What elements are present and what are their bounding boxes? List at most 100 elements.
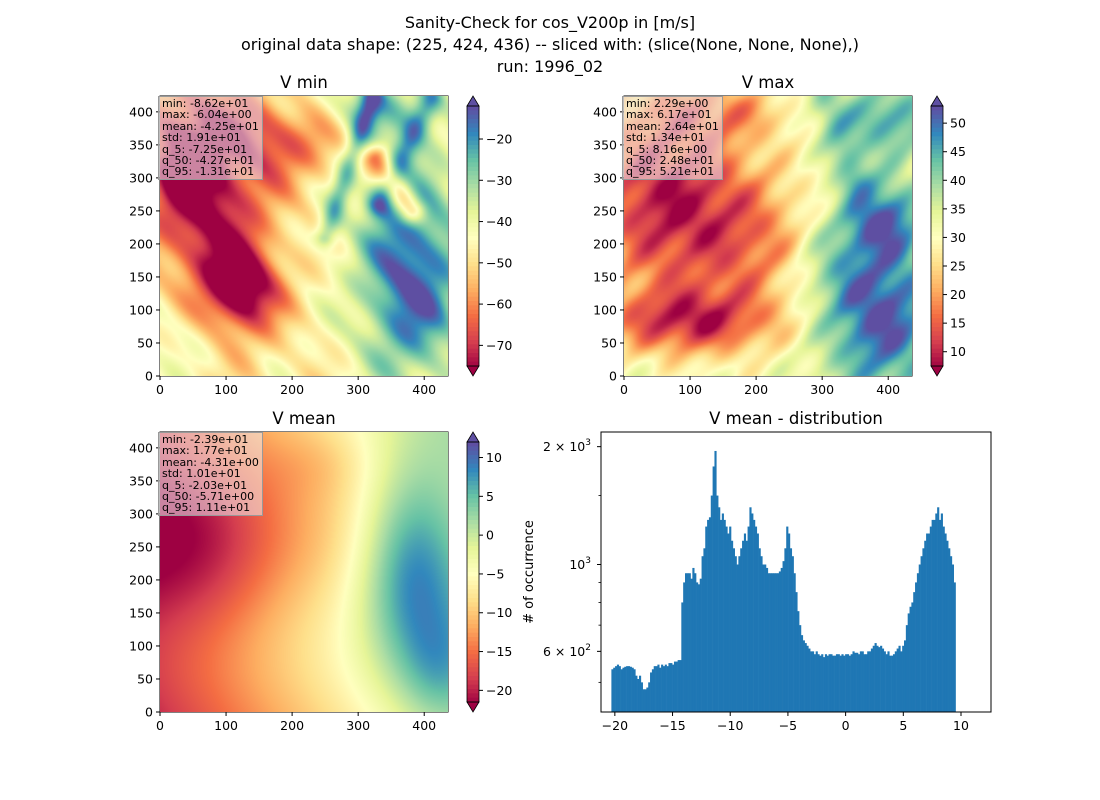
hist-bar — [865, 654, 868, 712]
colorbar-segment — [931, 305, 943, 311]
vmin-x-axis: 0 100 200 300 400 — [156, 376, 436, 397]
y-tick-label: 103 — [569, 556, 591, 572]
stat-min: min: 2.29e+00 — [626, 97, 709, 110]
x-tick-label: 0 — [156, 382, 164, 397]
hist-bar — [830, 654, 833, 712]
hist-bar — [900, 651, 903, 712]
hist-bar — [784, 548, 787, 712]
colorbar-segment — [467, 110, 479, 116]
colorbar-segment — [931, 266, 943, 272]
colorbar-segment — [467, 489, 479, 495]
colorbar-segment — [931, 223, 943, 228]
colorbar-tick-label: −60 — [486, 297, 512, 312]
colorbar-segment — [467, 153, 479, 159]
colorbar-segment — [931, 106, 943, 111]
colorbar-segment — [467, 279, 479, 285]
colorbar-segment — [931, 257, 943, 263]
hist-bar — [788, 533, 791, 712]
colorbar-segment — [467, 132, 479, 137]
colorbar-segment — [467, 628, 479, 634]
colorbar-segment — [467, 270, 479, 276]
colorbar-segment — [467, 227, 479, 233]
hist-bar — [819, 655, 822, 712]
y-tick-label: 300 — [129, 506, 153, 521]
colorbar-segment — [931, 214, 943, 220]
colorbar-segment — [467, 318, 479, 324]
colorbar-tick-label: −5 — [486, 566, 504, 581]
colorbar-segment — [467, 533, 479, 538]
hist-bar — [620, 669, 623, 712]
hist-bar — [953, 582, 956, 712]
colorbar-segment — [467, 184, 479, 189]
y-tick-label: 350 — [593, 137, 617, 152]
colorbar-segment — [467, 572, 479, 577]
colorbar-segment — [931, 153, 943, 159]
hist-bar — [944, 533, 947, 712]
colorbar-segment — [931, 348, 943, 354]
colorbar-extend-top — [466, 95, 480, 107]
hist-bar — [753, 519, 756, 712]
colorbar-segment — [467, 249, 479, 254]
colorbar-segment — [467, 619, 479, 625]
colorbar-segment — [467, 136, 479, 142]
vmax-x-axis: 0 100 200 300 400 — [620, 376, 900, 397]
x-tick-label: 100 — [678, 382, 702, 397]
colorbar-segment — [931, 301, 943, 306]
colorbar-segment — [931, 158, 943, 163]
hist-bar — [692, 567, 695, 712]
colorbar-tick-label: −30 — [486, 173, 512, 188]
colorbar-segment — [467, 218, 479, 224]
colorbar-extend-top — [466, 431, 480, 443]
hist-bar — [907, 613, 910, 712]
colorbar-segment — [467, 162, 479, 168]
colorbar-tick-label: 45 — [950, 144, 966, 159]
colorbar-extend-bottom — [930, 365, 944, 377]
colorbar-segment — [467, 598, 479, 603]
colorbar-segment — [467, 149, 479, 155]
hist-bar — [931, 519, 934, 712]
colorbar-segment — [467, 288, 479, 293]
hist-bar — [657, 664, 660, 712]
hist-bar — [918, 564, 921, 712]
stat-q95: q_95: 1.11e+01 — [162, 501, 251, 515]
hist-bar — [640, 682, 643, 712]
colorbar-segment — [931, 184, 943, 189]
hist-bar — [631, 667, 634, 712]
colorbar-segment — [467, 175, 479, 181]
colorbar-segment — [467, 472, 479, 478]
colorbar-segment — [467, 158, 479, 163]
y-tick-label: 50 — [137, 335, 153, 350]
hist-bar — [736, 564, 739, 712]
y-tick-label: 150 — [129, 605, 153, 620]
colorbar-segment — [467, 171, 479, 176]
stat-q5: q_5: -7.25e+01 — [162, 142, 248, 156]
hist-bar — [659, 667, 662, 712]
suptitle-line-1: Sanity-Check for cos_V200p in [m/s] — [405, 13, 695, 33]
hist-bar — [869, 651, 872, 712]
hist-bar — [802, 640, 805, 712]
colorbar-segment — [467, 266, 479, 272]
colorbar-segment — [931, 240, 943, 246]
colorbar-tick-label: 20 — [950, 287, 966, 302]
colorbar-segment — [467, 593, 479, 599]
colorbar-segment — [931, 331, 943, 337]
hist-bar — [629, 666, 632, 712]
hist-bar — [758, 548, 761, 712]
hist-bar — [889, 655, 892, 712]
colorbar-segment — [931, 335, 943, 341]
hist-bar — [808, 648, 811, 712]
colorbar-segment — [931, 275, 943, 280]
vmean-stats-box: min: -2.39e+01 max: 1.77e+01 mean: -4.31… — [158, 432, 263, 516]
colorbar-segment — [467, 442, 479, 447]
colorbar-segment — [467, 615, 479, 621]
colorbar-segment — [931, 292, 943, 298]
hist-bar — [793, 573, 796, 712]
colorbar-segment — [931, 327, 943, 332]
x-tick-label: −15 — [659, 718, 685, 733]
colorbar-segment — [467, 114, 479, 120]
colorbar-segment — [467, 257, 479, 263]
colorbar-segment — [467, 567, 479, 573]
hist-bar — [747, 526, 750, 712]
hist-bar — [719, 519, 723, 712]
hist-bar — [839, 655, 842, 712]
